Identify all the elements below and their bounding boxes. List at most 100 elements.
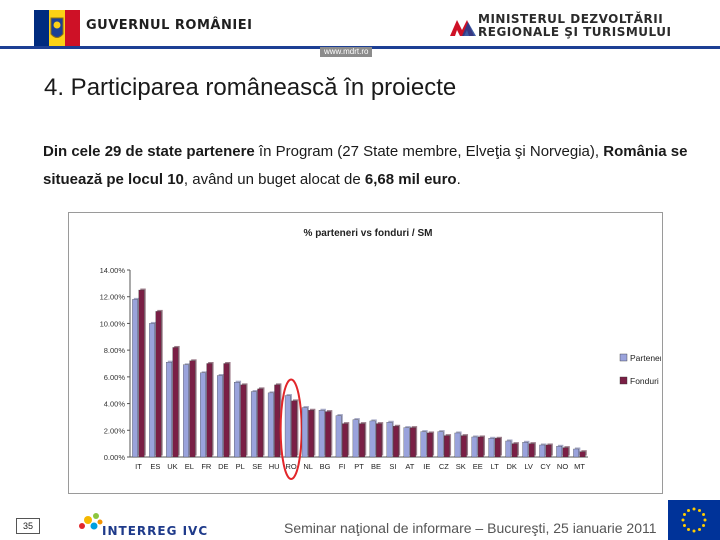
x-tick-label-no: NO <box>557 462 568 471</box>
bar-fonduri-pl <box>240 384 247 458</box>
bar-fonduri-hu <box>274 384 281 458</box>
x-tick-label-be: BE <box>371 462 381 471</box>
y-tick-label: 12.00% <box>100 293 126 302</box>
y-tick-label: 0.00% <box>104 453 126 462</box>
bar-fonduri-el <box>189 360 196 458</box>
eu-star-icon <box>702 513 706 516</box>
body-text-part-3: România se situează pe locul 10 <box>43 143 688 188</box>
x-tick-label-de: DE <box>218 462 228 471</box>
chart-title: % parteneri vs fonduri / SM <box>304 228 433 239</box>
x-tick-label-lv: LV <box>524 462 533 471</box>
partners-vs-funds-chart: % parteneri vs fonduri / SM 0.00% 2.00% 4.0… <box>100 228 661 480</box>
bar-fonduri-ee <box>477 436 484 458</box>
x-tick-label-ie: IE <box>423 462 430 471</box>
x-tick-label-bg: BG <box>320 462 331 471</box>
bar-fonduri-pt <box>359 423 365 458</box>
highlight-ellipse-ro <box>279 378 303 480</box>
bar-fonduri-lv <box>528 443 535 458</box>
x-tick-label-uk: UK <box>167 462 177 471</box>
bar-parteneri-be <box>369 420 376 458</box>
x-tick-label-hu: HU <box>269 462 280 471</box>
x-tick-label-dk: DK <box>506 462 516 471</box>
romania-coat-of-arms-icon <box>34 10 80 46</box>
bar-parteneri-fr <box>200 372 206 458</box>
government-label: GUVERNUL ROMÂNIEI <box>86 18 253 33</box>
x-tick-label-mt: MT <box>574 462 585 471</box>
eu-flag-background <box>668 500 720 540</box>
interreg-logo-text: INTERREG IVC <box>102 524 209 538</box>
bar-parteneri-bg <box>318 410 325 458</box>
ministry-line-1: MINISTERUL DEZVOLTĂRII <box>478 12 664 26</box>
eu-star-icon <box>698 528 701 532</box>
legend-swatch-fonduri <box>619 376 628 385</box>
eu-star-icon <box>687 508 690 512</box>
eu-star-icon <box>681 518 685 522</box>
bar-parteneri-no <box>556 446 563 458</box>
bar-parteneri-nl <box>301 407 308 458</box>
bar-parteneri-at <box>403 427 410 458</box>
y-tick-label: 4.00% <box>104 400 126 409</box>
bar-fonduri-no <box>562 447 569 458</box>
x-tick-label-fr: FR <box>201 462 212 471</box>
bar-fonduri-ie <box>427 432 433 458</box>
bar-fonduri-sk <box>460 435 467 458</box>
x-tick-label-it: IT <box>135 462 142 471</box>
page-number: 35 <box>16 518 40 534</box>
eu-star-icon <box>692 529 696 533</box>
bar-parteneri-dk <box>505 440 512 458</box>
eu-star-icon <box>698 508 701 512</box>
bar-parteneri-uk <box>166 362 172 458</box>
ministry-line-2: REGIONALE ŞI TURISMULUI <box>478 25 672 39</box>
legend-label-fonduri: Fonduri <box>630 376 659 386</box>
interreg-logo-icon <box>79 513 103 530</box>
ministry-logo-icon <box>450 20 476 36</box>
x-tick-label-cz: CZ <box>439 462 449 471</box>
legend-swatch-parteneri <box>619 353 628 362</box>
eu-star-icon <box>702 524 706 527</box>
bar-fonduri-mt <box>579 451 586 458</box>
slide-body-text: Din cele 29 de state partenere în Progra… <box>43 138 713 194</box>
body-text-part-6: . <box>456 171 461 188</box>
bar-fonduri-lt <box>494 438 501 458</box>
bar-parteneri-de <box>217 375 223 458</box>
bar-parteneri-pt <box>352 419 359 458</box>
slide-header: GUVERNUL ROMÂNIEI MINISTERUL DEZVOLTĂRII… <box>0 0 720 58</box>
eu-star-icon <box>682 524 686 527</box>
bar-parteneri-cy <box>539 444 546 458</box>
eu-star-icon <box>682 513 686 516</box>
y-tick-label: 6.00% <box>104 373 126 382</box>
x-tick-label-ro: RO <box>286 462 297 471</box>
x-tick-label-lt: LT <box>491 462 500 471</box>
bar-parteneri-pl <box>234 382 240 458</box>
legend-label-parteneri: Parteneri <box>630 353 661 363</box>
bar-fonduri-de <box>223 363 230 458</box>
bar-parteneri-se <box>250 391 257 458</box>
bar-fonduri-be <box>376 423 382 458</box>
bar-parteneri-si <box>386 422 393 458</box>
bar-fonduri-fr <box>206 363 213 458</box>
body-text-part-2: în Program (27 State membre, Elveţia şi … <box>254 143 604 160</box>
eu-star-icon <box>692 507 696 511</box>
bar-parteneri-lt <box>488 438 495 458</box>
bar-parteneri-ee <box>471 436 478 458</box>
x-tick-label-se: SE <box>252 462 262 471</box>
slide-title: 4. Participarea românească în proiecte <box>44 74 457 101</box>
body-text-part-1: Din cele 29 de state partenere <box>43 143 255 160</box>
bar-fonduri-fi <box>342 423 348 458</box>
x-tick-label-es: ES <box>150 462 160 471</box>
bar-fonduri-si <box>393 426 399 458</box>
bar-fonduri-bg <box>325 411 331 458</box>
bar-fonduri-se <box>257 388 264 458</box>
bar-parteneri-hu <box>267 392 274 458</box>
bar-parteneri-mt <box>573 448 579 458</box>
x-tick-label-si: SI <box>389 462 396 471</box>
bar-parteneri-cz <box>437 431 444 458</box>
eu-star-icon <box>703 518 707 522</box>
bar-parteneri-ro <box>284 395 291 458</box>
x-tick-label-sk: SK <box>456 462 466 471</box>
eu-star-icon <box>687 528 690 532</box>
bar-parteneri-es <box>149 323 155 458</box>
bar-fonduri-it <box>138 289 145 458</box>
y-tick-label: 2.00% <box>104 426 126 435</box>
bar-fonduri-nl <box>308 410 315 458</box>
